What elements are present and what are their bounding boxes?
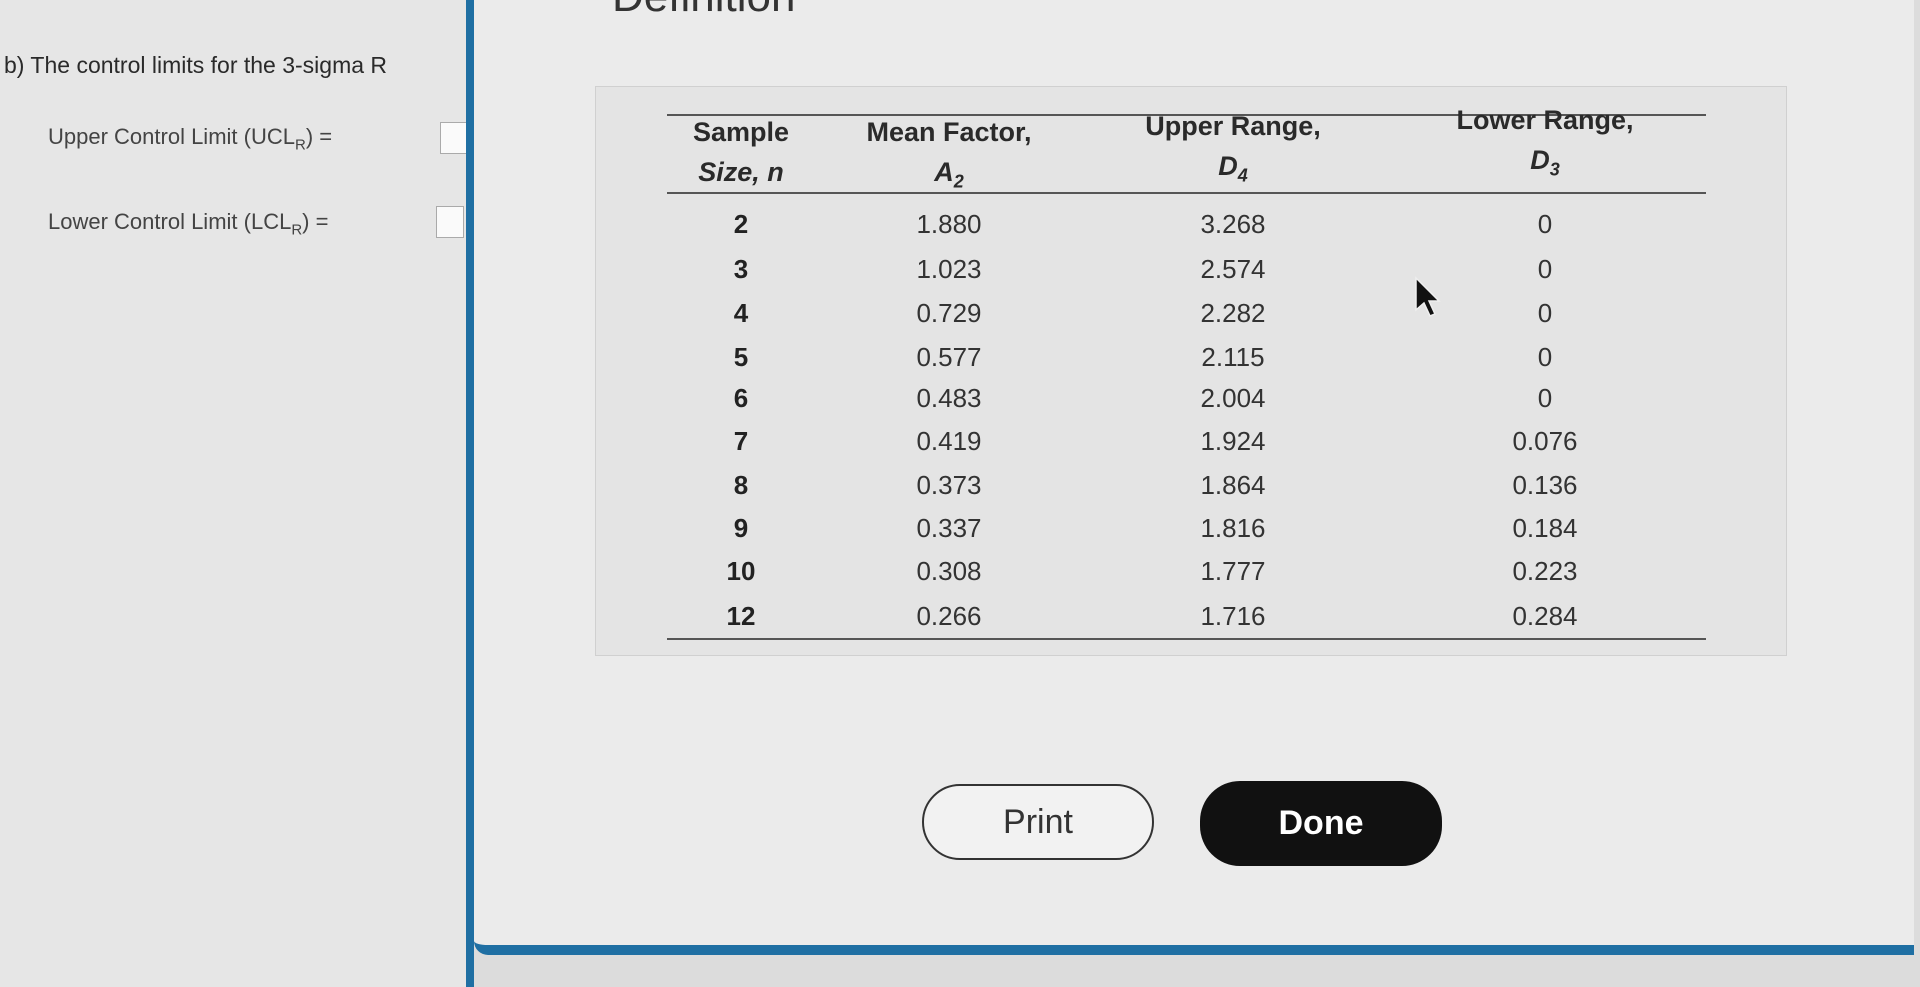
cell-sample-size: 9 [733, 513, 749, 543]
cell-upper-range: 2.574 [1200, 254, 1266, 284]
header-upper-range: Upper Range, D4 [1093, 106, 1373, 195]
cell-lower-range: 0.076 [1512, 426, 1578, 456]
cell-sample-size: 5 [733, 342, 749, 372]
cell-sample-size: 12 [726, 601, 756, 631]
cell-lower-range: 0.184 [1512, 513, 1578, 543]
cell-mean-factor: 0.337 [916, 513, 982, 543]
table-header-rule [667, 192, 1706, 194]
header-line1: Mean Factor, [866, 117, 1032, 147]
cell-sample-size: 2 [733, 209, 749, 239]
lcl-label-text: Lower Control Limit (LCL [48, 209, 292, 234]
ucl-suffix: ) = [305, 124, 333, 149]
ucl-subscript: R [294, 136, 306, 154]
header-line2: A2 [934, 157, 964, 192]
cell-upper-range: 3.268 [1200, 209, 1266, 239]
cell-sample-size: 8 [733, 470, 749, 500]
ucl-input[interactable] [440, 122, 468, 154]
cell-lower-range: 0 [1537, 298, 1553, 328]
cell-upper-range: 1.716 [1200, 601, 1266, 631]
factor-table-container [595, 86, 1787, 656]
panel-divider [466, 0, 474, 987]
cell-upper-range: 2.004 [1200, 383, 1266, 413]
cell-upper-range: 2.115 [1201, 342, 1265, 372]
cell-mean-factor: 0.308 [916, 556, 982, 586]
cell-sample-size: 10 [726, 556, 756, 586]
header-sample-size: Sample Size, n [601, 112, 881, 192]
header-lower-range: Lower Range, D3 [1405, 100, 1685, 189]
cell-lower-range: 0.223 [1512, 556, 1578, 586]
cell-sample-size: 3 [733, 254, 749, 284]
cell-upper-range: 1.864 [1200, 470, 1266, 500]
lcl-input[interactable] [436, 206, 464, 238]
lcl-subscript: R [291, 221, 303, 239]
header-line1: Upper Range, [1145, 111, 1321, 141]
cell-lower-range: 0 [1537, 254, 1553, 284]
cell-sample-size: 4 [733, 298, 749, 328]
header-line2: D4 [1218, 151, 1248, 186]
cell-mean-factor: 0.373 [916, 470, 982, 500]
cell-mean-factor: 0.483 [916, 383, 982, 413]
ucl-label-text: Upper Control Limit (UCL [48, 124, 295, 149]
mouse-cursor-icon [1415, 276, 1441, 317]
cell-lower-range: 0.284 [1512, 601, 1578, 631]
header-line2: Size, n [698, 157, 784, 187]
cell-lower-range: 0 [1537, 209, 1553, 239]
cell-upper-range: 1.777 [1200, 556, 1266, 586]
dialog-title: Definition [612, 0, 795, 22]
table-top-rule [667, 114, 1706, 116]
cell-upper-range: 2.282 [1200, 298, 1266, 328]
cell-lower-range: 0 [1537, 383, 1553, 413]
lcl-label: Lower Control Limit (LCLR) = [48, 209, 328, 238]
print-button[interactable]: Print [922, 784, 1154, 860]
cell-sample-size: 7 [733, 426, 749, 456]
done-button[interactable]: Done [1200, 781, 1442, 866]
cell-mean-factor: 0.266 [916, 601, 982, 631]
cell-mean-factor: 0.729 [916, 298, 982, 328]
cell-mean-factor: 0.577 [916, 342, 982, 372]
header-line1: Lower Range, [1456, 105, 1634, 135]
cell-sample-size: 6 [733, 383, 749, 413]
question-prompt: b) The control limits for the 3-sigma R [4, 52, 388, 78]
cell-lower-range: 0.136 [1512, 470, 1578, 500]
header-mean-factor: Mean Factor, A2 [809, 112, 1089, 201]
ucl-label: Upper Control Limit (UCLR) = [48, 124, 332, 153]
lcl-suffix: ) = [302, 209, 329, 234]
cell-lower-range: 0 [1537, 342, 1553, 372]
table-bottom-rule [667, 638, 1706, 640]
header-line2: D3 [1530, 145, 1560, 180]
cell-upper-range: 1.924 [1200, 426, 1266, 456]
cell-mean-factor: 1.023 [916, 254, 982, 284]
question-panel: b) The control limits for the 3-sigma R … [0, 0, 470, 987]
cell-upper-range: 1.816 [1200, 513, 1266, 543]
cell-mean-factor: 0.419 [916, 426, 982, 456]
header-line1: Sample [692, 117, 790, 147]
cell-mean-factor: 1.880 [916, 209, 982, 239]
